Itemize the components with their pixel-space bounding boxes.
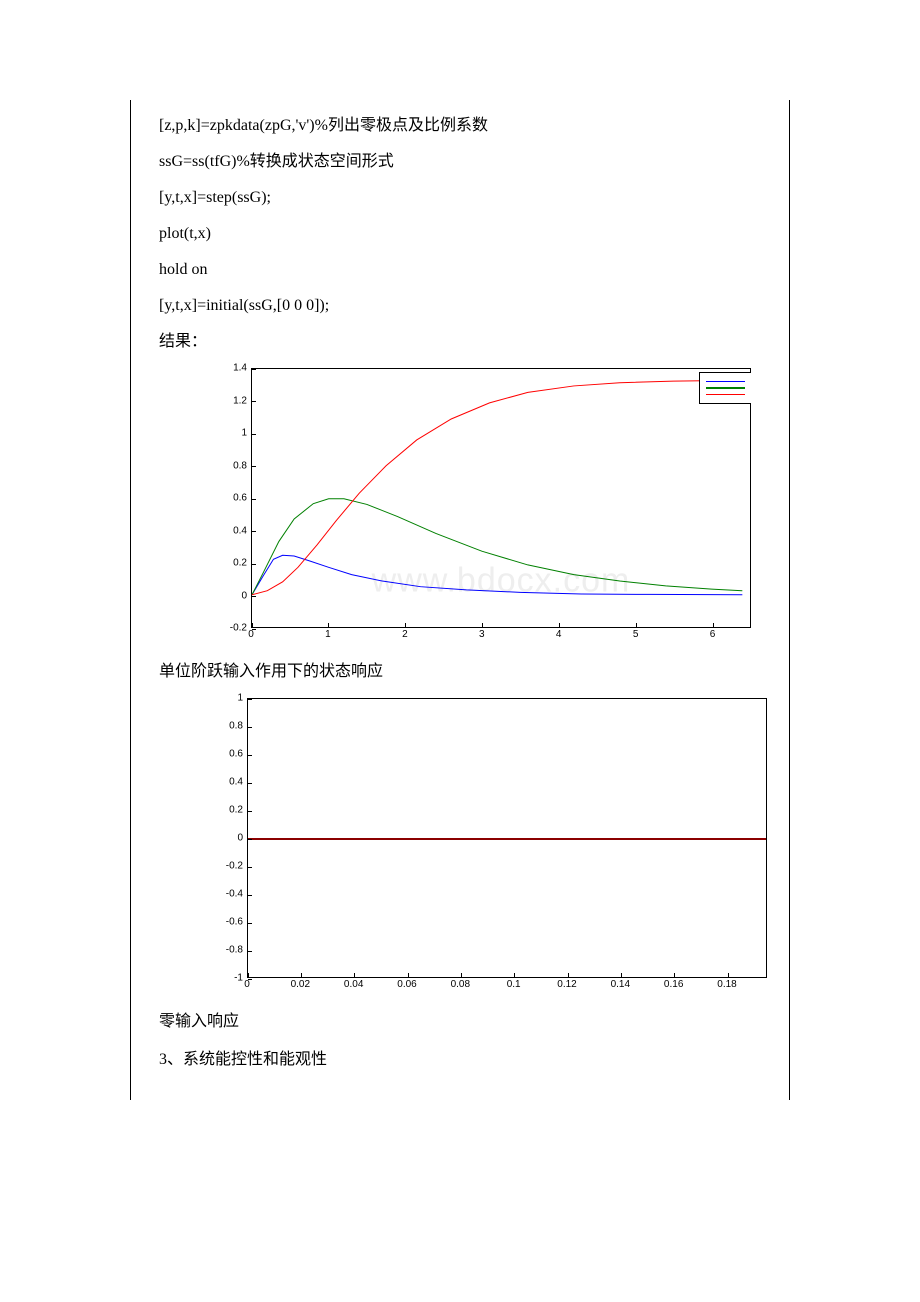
code-line-4: plot(t,x) [159, 218, 761, 250]
zero-input-chart: -1-0.8-0.6-0.4-0.200.20.40.60.81 00.020.… [209, 698, 761, 992]
code-line-1: [z,p,k]=zpkdata(zpG,'v')%列出零极点及比例系数 [159, 110, 761, 142]
chart1-curves [252, 369, 750, 627]
chart2-x-labels: 00.020.040.060.080.10.120.140.160.18 [247, 978, 767, 992]
document-frame: [z,p,k]=zpkdata(zpG,'v')%列出零极点及比例系数 ssG=… [130, 100, 790, 1100]
zero-response-line [248, 838, 766, 840]
caption-step-response: 单位阶跃输入作用下的状态响应 [159, 656, 761, 688]
caption-zero-input: 零输入响应 [159, 1006, 761, 1038]
chart2-y-labels: -1-0.8-0.6-0.4-0.200.20.40.60.81 [209, 698, 245, 978]
code-line-3: [y,t,x]=step(ssG); [159, 182, 761, 214]
legend-swatch-3 [706, 394, 745, 395]
result-label: 结果： [159, 326, 761, 358]
section-controllability: 3、系统能控性和能观性 [159, 1044, 761, 1076]
chart1-y-labels: -0.200.20.40.60.811.21.4 [219, 368, 249, 628]
chart1-x-labels: 0123456 [251, 628, 751, 642]
step-response-chart: -0.200.20.40.60.811.21.4 www.bdocx.com 0… [219, 368, 761, 642]
legend-swatch-2 [706, 387, 745, 388]
code-line-6: [y,t,x]=initial(ssG,[0 0 0]); [159, 290, 761, 322]
chart2-plot-area [247, 698, 767, 978]
code-line-5: hold on [159, 254, 761, 286]
code-line-2: ssG=ss(tfG)%转换成状态空间形式 [159, 146, 761, 178]
legend-swatch-1 [706, 381, 745, 382]
legend [699, 372, 751, 404]
chart1-plot-area: www.bdocx.com [251, 368, 751, 628]
